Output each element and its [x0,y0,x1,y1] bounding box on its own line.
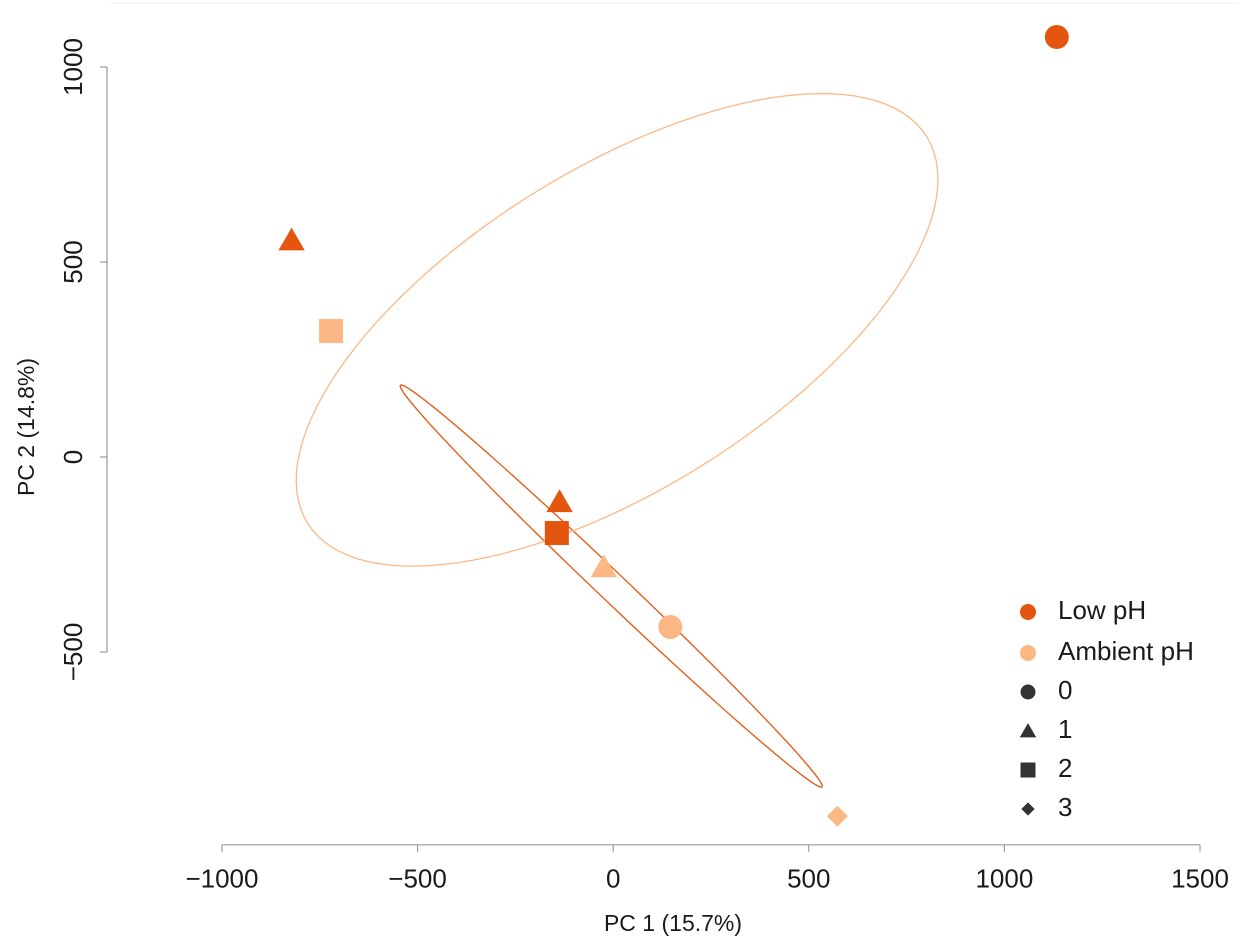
x-tick-label: 0 [606,864,620,894]
point [278,227,305,251]
y-tick-label: 1000 [58,38,88,96]
legend-marker [1021,802,1035,816]
y-tick-label: 500 [58,240,88,283]
legend-text: 2 [1058,753,1072,783]
x-tick-label: 500 [787,864,830,894]
x-tick-label: −1000 [185,864,258,894]
x-tick-label: 1000 [975,864,1033,894]
confidence-ellipse [399,384,823,788]
y-tick-label: 0 [58,450,88,464]
x-tick-label: 1500 [1171,864,1229,894]
legend-marker [1020,684,1036,700]
point [590,554,617,578]
point [658,615,683,640]
legend-text: 1 [1058,714,1072,744]
legend-marker [1020,762,1036,778]
point [546,489,573,513]
point [826,805,848,827]
point [544,521,569,546]
y-axis-title: PC 2 (14.8%) [13,358,39,496]
legend-text: 0 [1058,675,1072,705]
legend-text: 3 [1058,792,1072,822]
x-axis-title: PC 1 (15.7%) [604,910,742,936]
legend: Low pH Ambient pH 0 1 2 3 [1019,595,1194,822]
legend-marker [1020,604,1036,620]
y-tick-label: −500 [58,623,88,682]
x-tick-label: −500 [388,864,447,894]
legend-marker [1019,723,1037,738]
point [1044,24,1069,49]
confidence-ellipse [295,92,939,567]
legend-text: Ambient pH [1058,636,1194,666]
legend-text: Low pH [1058,595,1146,625]
legend-marker [1020,645,1036,661]
point [319,319,344,344]
